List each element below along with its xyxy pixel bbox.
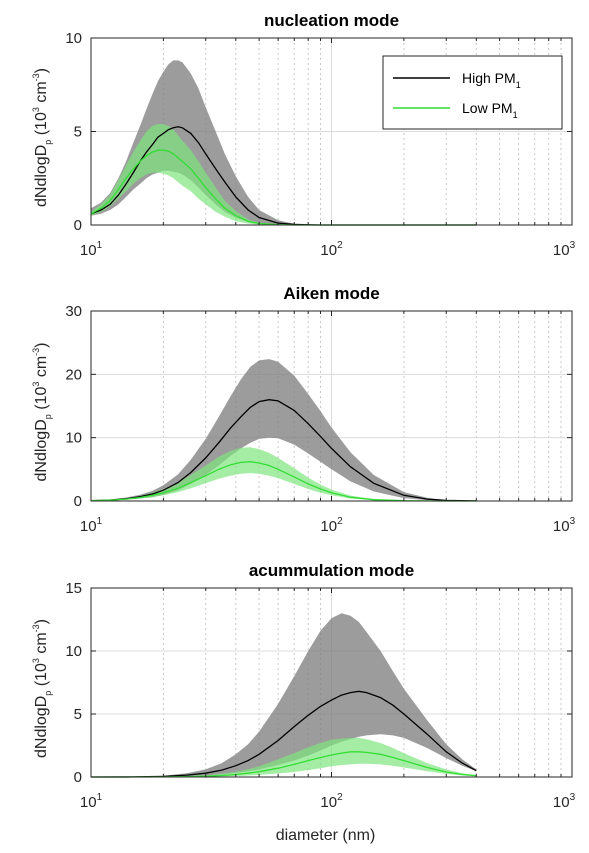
series-line-high-pm1: [90, 690, 477, 778]
y-tick-label: 30: [65, 303, 82, 320]
y-tick-label: 15: [65, 580, 82, 597]
chart-title: acummulation mode: [249, 561, 414, 580]
y-tick-label: 5: [74, 124, 82, 141]
chart-title: Aiken mode: [283, 284, 379, 303]
panel-3: 101 102 103 0 5 10 15 acummulation mode dNdlogDp…: [31, 561, 576, 844]
confidence-band: [91, 737, 477, 777]
x-tick-label: 102: [320, 240, 343, 259]
x-tick-label: 103: [553, 516, 576, 535]
y-tick-label: 0: [74, 217, 82, 234]
series-line-low-pm1: [90, 461, 477, 502]
legend-entry: Low PM1: [462, 100, 518, 120]
series-high-pm1: [91, 60, 477, 226]
y-tick-label: 0: [74, 493, 82, 510]
y-axis-label: dNdlogDp (103 cm-3): [31, 619, 53, 758]
x-tick-label: 103: [553, 792, 576, 811]
legend: High PM1 Low PM1: [382, 55, 563, 130]
chart-title: nucleation mode: [264, 11, 399, 30]
y-tick-label: 20: [65, 366, 82, 383]
legend-box: [382, 55, 563, 130]
series-low-pm1: [91, 447, 477, 501]
x-tick-label: 103: [553, 240, 576, 259]
panel-1: 101 102 103 0 5 10 nucleation mode dNdlogDp (10…: [31, 11, 576, 259]
series-low-pm1: [91, 737, 477, 777]
x-tick-label: 101: [80, 516, 103, 535]
confidence-band: [91, 447, 477, 501]
confidence-band: [91, 124, 477, 225]
x-axis-label: diameter (nm): [276, 827, 376, 844]
y-axis-label: dNdlogDp (103 cm-3): [31, 68, 53, 207]
series-line-high-pm1: [90, 399, 477, 502]
y-tick-label: 5: [74, 706, 82, 723]
confidence-band: [91, 60, 477, 226]
y-tick-label: 10: [65, 30, 82, 47]
x-tick-label: 101: [80, 792, 103, 811]
series-low-pm1: [91, 124, 477, 225]
x-tick-label: 102: [320, 516, 343, 535]
legend-entry: High PM1: [462, 70, 521, 90]
panel-2: 101 102 103 0 10 20 30 Aiken mode dNdlogDp (103 …: [31, 284, 576, 535]
y-axis-label: dNdlogDp (103 cm-3): [31, 343, 53, 482]
y-tick-label: 10: [65, 430, 82, 447]
confidence-band: [91, 613, 477, 777]
series-high-pm1: [91, 359, 477, 501]
x-tick-label: 101: [80, 240, 103, 259]
series-high-pm1: [91, 613, 477, 777]
confidence-band: [91, 359, 477, 501]
y-tick-label: 0: [74, 769, 82, 786]
y-tick-label: 10: [65, 643, 82, 660]
x-tick-label: 102: [320, 792, 343, 811]
